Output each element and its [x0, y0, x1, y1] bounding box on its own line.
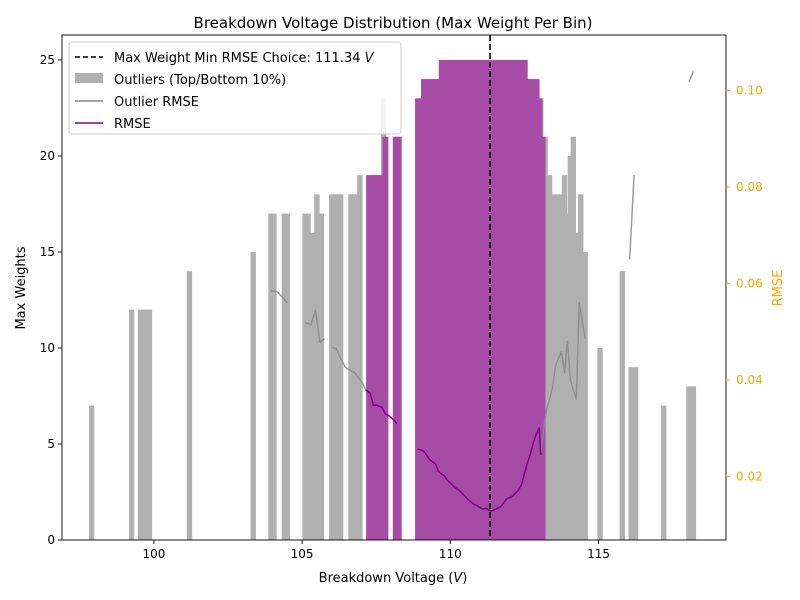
legend-box — [68, 41, 402, 135]
outlier-bar — [309, 232, 316, 540]
outlier-bar — [661, 405, 667, 540]
plot-area — [88, 59, 697, 541]
outlier-bar — [554, 194, 560, 540]
outlier-bar — [314, 194, 320, 540]
outlier-bar — [557, 194, 563, 540]
outlier-bar — [686, 386, 692, 540]
y-tick-label: 10 — [40, 341, 55, 355]
outlier-rmse-line — [331, 346, 367, 391]
outlier-bar — [146, 309, 153, 540]
outlier-bar — [140, 309, 147, 540]
outlier-bar — [570, 136, 577, 540]
y-tick-label: 5 — [47, 437, 55, 451]
y-axis-right: 0.02 0.04 0.06 0.08 0.10 — [726, 83, 763, 483]
rmse-line — [417, 427, 542, 512]
outlier-bar — [186, 271, 193, 540]
x-axis-label-end: ) — [462, 571, 467, 586]
outlier-bar — [271, 213, 277, 540]
y2-axis-label: RMSE — [771, 270, 786, 307]
x-tick-label: 100 — [142, 547, 165, 561]
outlier-bar — [332, 194, 338, 540]
outlier-bar — [582, 251, 588, 541]
outlier-bar — [137, 309, 144, 540]
outlier-bar — [561, 175, 568, 541]
outlier-bar — [546, 175, 553, 541]
weight-bar — [377, 175, 384, 541]
outlier-bar — [564, 213, 571, 540]
outlier-bar — [597, 347, 603, 540]
x-axis: 100 105 110 115 — [142, 540, 610, 561]
outlier-bar — [578, 194, 584, 540]
legend: Max Weight Min RMSE Choice: 111.34 V Out… — [68, 41, 402, 135]
y2-tick-label: 0.06 — [736, 276, 763, 290]
y2-tick-label: 0.04 — [736, 373, 763, 387]
outlier-bar — [305, 213, 311, 540]
outlier-bar — [281, 213, 287, 540]
outlier-rmse-line — [304, 309, 325, 343]
outlier-bar — [628, 367, 634, 540]
outlier-bar — [143, 309, 150, 540]
legend-vline-label-main: Max Weight Min RMSE Choice: 111.34 — [114, 51, 365, 66]
outlier-rmse-line — [270, 289, 288, 304]
rmse-lines — [140, 70, 695, 512]
outlier-bar — [619, 271, 625, 540]
outlier-bar — [318, 213, 325, 540]
plot-frame — [61, 34, 727, 541]
outlier-rmse-line — [539, 301, 586, 456]
y2-tick-label: 0.10 — [736, 83, 763, 97]
outlier-bar — [690, 386, 697, 540]
weight-bar — [524, 79, 531, 540]
outlier-bar — [351, 194, 357, 540]
outlier-bar — [357, 175, 363, 541]
y-tick-label: 0 — [47, 533, 55, 547]
outlier-bar — [88, 405, 95, 540]
weight-bar — [395, 136, 402, 540]
outlier-rmse-line — [628, 174, 635, 260]
chart-title: Breakdown Voltage Distribution (Max Weig… — [194, 14, 593, 32]
legend-vline-label: Max Weight Min RMSE Choice: 111.34 V — [114, 51, 375, 66]
weight-bar — [382, 136, 389, 540]
y2-tick-label: 0.02 — [736, 469, 763, 483]
x-tick-label: 105 — [291, 547, 314, 561]
y-axis-left: 0 5 10 15 20 25 — [40, 53, 62, 547]
weight-bar — [539, 136, 546, 540]
outlier-bar — [329, 194, 335, 540]
outlier-rmse-line — [688, 70, 695, 83]
legend-vline-label-variable: V — [365, 51, 375, 66]
legend-outlier-bars-swatch — [75, 73, 103, 83]
outlier-bar — [128, 309, 135, 540]
legend-outlier-rmse-label: Outlier RMSE — [114, 95, 199, 110]
x-axis-label-variable: V — [453, 571, 463, 586]
y2-tick-label: 0.08 — [736, 180, 763, 194]
outlier-bar — [348, 194, 354, 540]
outlier-bar — [337, 194, 344, 540]
outlier-bar — [567, 155, 574, 540]
x-axis-label-main: Breakdown Voltage ( — [319, 571, 454, 586]
outlier-bar — [250, 251, 256, 541]
legend-rmse-label: RMSE — [114, 117, 151, 132]
outlier-bar — [284, 213, 290, 540]
y-tick-label: 20 — [40, 149, 55, 163]
outlier-bar — [632, 367, 639, 540]
x-tick-label: 115 — [587, 547, 610, 561]
outlier-bar — [268, 213, 274, 540]
outlier-bar — [551, 194, 557, 540]
y-axis-label: Max Weights — [14, 246, 29, 329]
rmse-line — [365, 389, 398, 425]
x-axis-label: Breakdown Voltage (V) — [319, 571, 468, 586]
x-tick-label: 110 — [439, 547, 462, 561]
y-tick-label: 25 — [40, 53, 55, 67]
outlier-bar — [302, 213, 308, 540]
y-tick-label: 15 — [40, 245, 55, 259]
outlier-bar — [335, 194, 341, 540]
outlier-bar — [354, 194, 360, 540]
legend-outlier-bars-label: Outliers (Top/Bottom 10%) — [114, 73, 286, 88]
